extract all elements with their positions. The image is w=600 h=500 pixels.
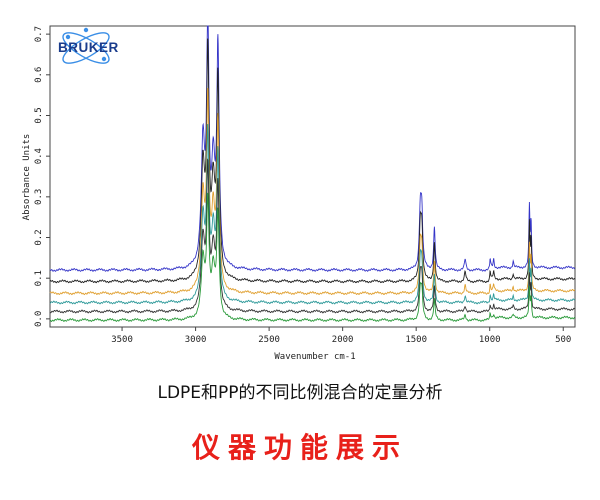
y-tick-label: 0.3: [34, 189, 44, 205]
y-tick-label: 0.2: [34, 229, 44, 245]
spectrum-line-5: [49, 158, 576, 314]
y-axis-label: Absorbance Units: [22, 134, 32, 221]
y-tick-label: 0.0: [34, 311, 44, 327]
spectrum-line-6: [49, 192, 576, 323]
spectrum-line-2: [49, 38, 576, 284]
caption-main: LDPE和PP的不同比例混合的定量分析: [157, 383, 443, 403]
y-tick-label: 0.5: [34, 107, 44, 123]
x-tick-label: 2500: [258, 335, 280, 345]
logo-electron-1: [65, 34, 71, 40]
y-tick-label: 0.7: [34, 26, 44, 42]
x-tick-label: 3000: [185, 335, 207, 345]
caption-title: 仪器功能展示: [191, 431, 408, 464]
spectrum-line-3: [49, 87, 576, 296]
x-tick-label: 1000: [479, 335, 501, 345]
bruker-logo: BRUKER: [58, 27, 119, 64]
y-tick-label: 0.1: [34, 270, 44, 286]
x-axis-label: Wavenumber cm-1: [274, 352, 355, 362]
plot-border: [49, 25, 576, 328]
y-tick-label: 0.6: [34, 67, 44, 83]
logo-electron-2: [101, 56, 107, 62]
spectrum-chart: 3500 3000 2500 2000 1500 1000 500 0.0 0.1 0.2 0.3 0…: [22, 25, 576, 362]
logo-electron-3: [83, 27, 89, 33]
spectrum-line-4: [49, 123, 576, 305]
x-tick-label: 1500: [405, 335, 427, 345]
logo-orbit-1: [62, 32, 110, 64]
plot-frame: [49, 25, 576, 328]
logo-text: BRUKER: [58, 40, 119, 55]
x-tick-label: 500: [555, 335, 571, 345]
axis-ticks: 3500 3000 2500 2000 1500 1000 500 0.0 0.1 0.2 0.3 0…: [34, 26, 571, 345]
logo-orbit-2: [62, 32, 110, 64]
spectrum-series-group: [49, 25, 576, 323]
y-tick-label: 0.4: [34, 148, 44, 164]
spectrum-line-1: [49, 25, 576, 272]
x-tick-label: 2000: [332, 335, 354, 345]
x-tick-label: 3500: [111, 335, 133, 345]
